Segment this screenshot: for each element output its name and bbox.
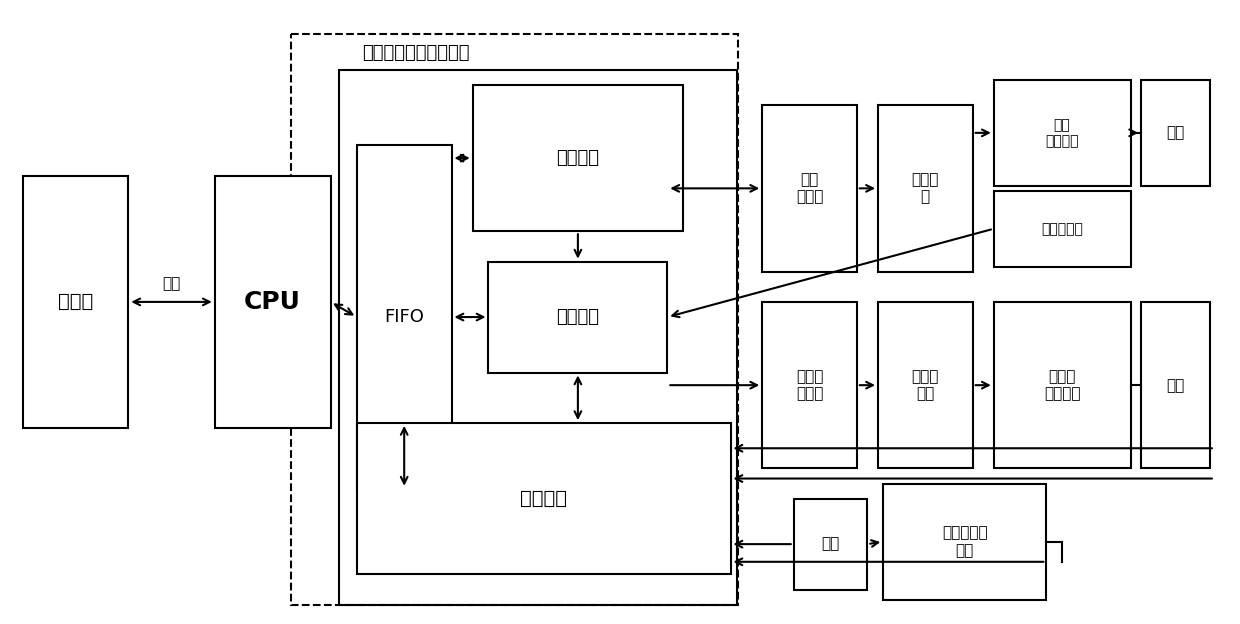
Bar [883, 484, 1047, 600]
Text: 限位: 限位 [1166, 125, 1184, 140]
Text: 主轴
驱动器: 主轴 驱动器 [796, 172, 823, 205]
Bar [290, 34, 738, 605]
Text: 主轴
运动机构: 主轴 运动机构 [1045, 118, 1079, 148]
Text: 急停: 急停 [821, 537, 839, 552]
Bar [489, 261, 667, 373]
Text: 电源及安全
控制: 电源及安全 控制 [942, 525, 987, 558]
Text: 安全逻辑: 安全逻辑 [520, 489, 567, 508]
Text: 可编程逻辑门阵列芯片: 可编程逻辑门阵列芯片 [362, 44, 470, 62]
Text: 从动轴
运动机构: 从动轴 运动机构 [1044, 369, 1080, 401]
Bar [763, 105, 857, 271]
Bar [878, 105, 972, 271]
Bar [24, 176, 129, 428]
Text: 从动轴
驱动器: 从动轴 驱动器 [796, 369, 823, 401]
Bar [472, 85, 683, 232]
Text: 上位机: 上位机 [58, 293, 93, 311]
Text: 位移传感器: 位移传感器 [1042, 222, 1083, 236]
Text: 从动轴
电机: 从动轴 电机 [911, 369, 939, 401]
Bar [993, 80, 1131, 186]
Bar [993, 302, 1131, 469]
Text: 通信: 通信 [162, 276, 181, 291]
Bar [357, 423, 730, 575]
Text: 轨迹解算: 轨迹解算 [557, 308, 599, 326]
Bar [878, 302, 972, 469]
Bar [215, 176, 331, 428]
Text: 数字靠模: 数字靠模 [557, 149, 599, 167]
Text: 限位: 限位 [1166, 378, 1184, 392]
Text: 主轴电
机: 主轴电 机 [911, 172, 939, 205]
Bar [794, 499, 868, 590]
Text: FIFO: FIFO [384, 308, 424, 326]
Bar [357, 145, 451, 489]
Bar [1141, 302, 1209, 469]
Bar [763, 302, 857, 469]
Bar [1141, 80, 1209, 186]
Bar [993, 191, 1131, 266]
Text: CPU: CPU [244, 290, 301, 314]
Bar [339, 70, 737, 605]
